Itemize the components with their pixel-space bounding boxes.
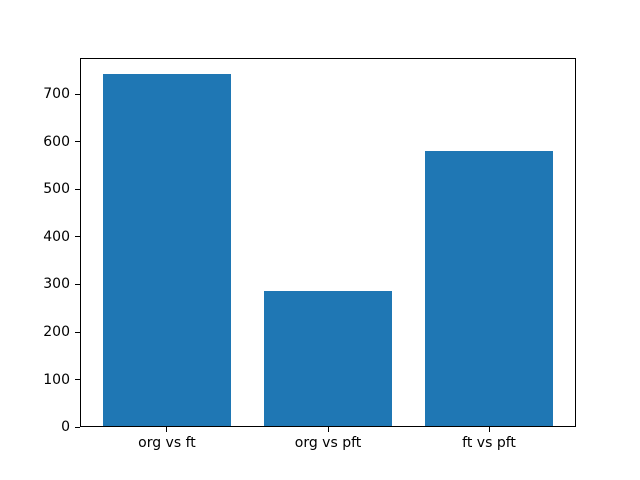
x-tick-label: org vs pft (294, 435, 362, 452)
y-tick-mark (75, 141, 80, 143)
x-tick-mark (327, 427, 329, 433)
y-tick-mark (75, 93, 80, 95)
y-tick-label: 600 (43, 133, 70, 150)
plot-area (80, 57, 576, 428)
y-tick-label: 100 (43, 371, 70, 388)
x-tick-label: org vs ft (138, 435, 196, 452)
y-tick-mark (75, 331, 80, 333)
y-tick-mark (75, 379, 80, 381)
y-tick-mark (75, 283, 80, 285)
bar-ft-vs-pft (424, 151, 554, 427)
x-tick-mark (166, 427, 168, 433)
y-tick-label: 500 (43, 181, 70, 198)
y-tick-label: 0 (61, 419, 70, 436)
x-tick-mark (488, 427, 490, 433)
bar-org-vs-ft (102, 74, 232, 427)
y-tick-mark (75, 188, 80, 190)
y-tick-label: 700 (43, 86, 70, 103)
y-tick-label: 300 (43, 276, 70, 293)
y-tick-label: 200 (43, 324, 70, 341)
y-tick-mark (75, 236, 80, 238)
bar-org-vs-pft (263, 291, 393, 427)
y-tick-label: 400 (43, 228, 70, 245)
x-tick-label: ft vs pft (462, 435, 516, 452)
y-tick-mark (75, 426, 80, 428)
